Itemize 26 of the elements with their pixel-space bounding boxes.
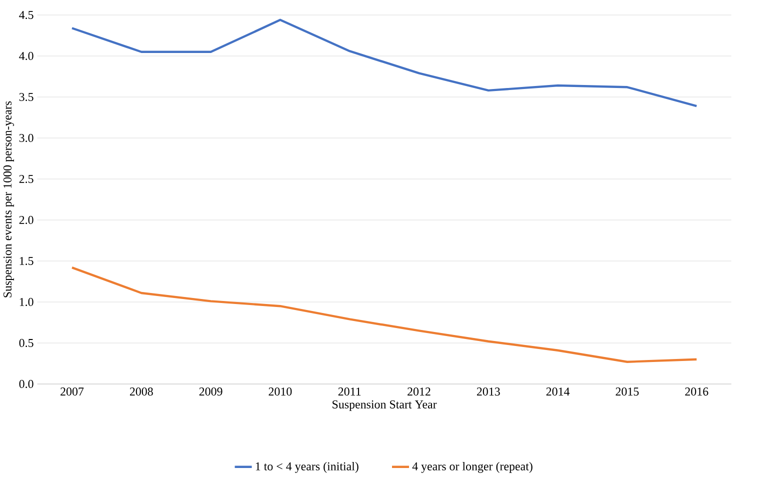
- y-tick-label: 3.0: [19, 134, 34, 142]
- y-tick-label: 4.5: [19, 10, 34, 20]
- legend-label: 4 years or longer (repeat): [412, 462, 532, 473]
- x-tick-label: 2013: [476, 388, 500, 396]
- line-series: [70, 266, 698, 363]
- x-tick-label: 2014: [546, 388, 570, 396]
- y-tick-label: 2.5: [19, 174, 34, 184]
- y-tick-label: 3.5: [19, 92, 34, 102]
- x-tick-label: 2016: [685, 388, 708, 396]
- line-series: [70, 18, 698, 108]
- x-tick-label: 2011: [338, 388, 361, 396]
- y-tick-label: 0.0: [19, 380, 34, 388]
- x-tick-label: 2007: [60, 388, 84, 396]
- x-tick-label: 2008: [130, 388, 153, 396]
- x-tick-label: 2010: [268, 388, 292, 396]
- x-tick-label: 2015: [616, 388, 639, 396]
- x-tick-label: 2009: [199, 388, 222, 396]
- x-axis-title: Suspension Start Year: [332, 400, 437, 411]
- y-axis-title: Suspension events per 1000 person-years: [3, 101, 14, 298]
- x-tick-label: 2012: [408, 388, 430, 396]
- y-tick-label: 2.0: [19, 216, 34, 224]
- legend-label: 1 to < 4 years (initial): [256, 462, 358, 473]
- y-tick-label: 4.0: [19, 52, 34, 60]
- y-tick-label: 1.5: [20, 256, 34, 266]
- y-tick-label: 1.0: [20, 298, 34, 306]
- y-tick-label: 0.5: [19, 338, 34, 348]
